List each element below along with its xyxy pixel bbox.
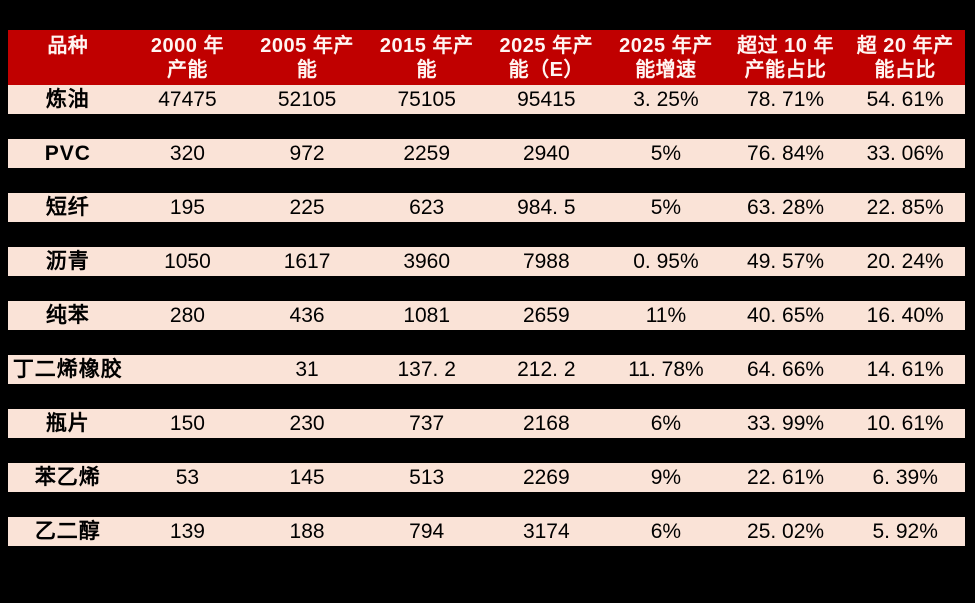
cell-2000: 1050 bbox=[164, 250, 211, 273]
cell-2000: 139 bbox=[169, 520, 205, 543]
header-cell-2000-capacity: 2000 年 产能 bbox=[150, 35, 224, 81]
cell-over20: 6. 39% bbox=[872, 466, 938, 489]
cell-2015: 2259 bbox=[403, 142, 451, 165]
cell-over20: 5. 92% bbox=[872, 520, 938, 543]
table-row-asphalt: 沥青 1050 1617 3960 7988 0. 95% 49. 57% 20… bbox=[8, 247, 965, 276]
table-body: 炼油 47475 52105 75105 95415 3. 25% 78. 71… bbox=[8, 85, 965, 546]
cell-over20: 16. 40% bbox=[866, 304, 944, 327]
cell-growth: 9% bbox=[650, 466, 682, 489]
cell-2015: 75105 bbox=[397, 88, 456, 111]
cell-2025: 3174 bbox=[522, 520, 570, 543]
cell-growth: 0. 95% bbox=[633, 250, 699, 273]
cell-2025: 984. 5 bbox=[517, 196, 576, 219]
cell-over10: 78. 71% bbox=[747, 88, 825, 111]
cell-2025: 2659 bbox=[522, 304, 570, 327]
row-label: PVC bbox=[44, 142, 91, 165]
cell-2005: 230 bbox=[289, 412, 325, 435]
table-row-benzene: 纯苯 280 436 1081 2659 11% 40. 65% 16. 40% bbox=[8, 301, 965, 330]
cell-2025: 2940 bbox=[522, 142, 570, 165]
cell-over10: 63. 28% bbox=[747, 196, 825, 219]
header-cell-2025-capacity: 2025 年产 能（E） bbox=[499, 35, 594, 81]
cell-growth: 5% bbox=[650, 196, 682, 219]
row-label: 短纤 bbox=[45, 196, 90, 219]
header-cell-over10-share: 超过 10 年 产能占比 bbox=[737, 35, 834, 81]
cell-over10: 22. 61% bbox=[747, 466, 825, 489]
cell-over20: 54. 61% bbox=[866, 88, 944, 111]
cell-2000: 320 bbox=[169, 142, 205, 165]
cell-2000: 280 bbox=[169, 304, 205, 327]
cell-2025: 2269 bbox=[522, 466, 570, 489]
header-cell-product: 品种 bbox=[47, 35, 89, 57]
cell-2005: 145 bbox=[289, 466, 325, 489]
cell-2005: 225 bbox=[289, 196, 325, 219]
cell-growth: 6% bbox=[650, 412, 682, 435]
table-header-row: 品种 2000 年 产能 2005 年产 能 2015 年产 能 2025 年产… bbox=[8, 30, 965, 85]
cell-growth: 3. 25% bbox=[633, 88, 699, 111]
cell-2005: 188 bbox=[289, 520, 325, 543]
cell-2015: 1081 bbox=[403, 304, 451, 327]
cell-2005: 436 bbox=[289, 304, 325, 327]
cell-2000: 150 bbox=[169, 412, 205, 435]
cell-2015: 3960 bbox=[403, 250, 451, 273]
cell-2025: 95415 bbox=[517, 88, 576, 111]
cell-over10: 40. 65% bbox=[747, 304, 825, 327]
table-row-butadiene-rubber: 丁二烯橡胶 31 137. 2 212. 2 11. 78% 64. 66% 1… bbox=[8, 355, 965, 384]
cell-2005: 972 bbox=[289, 142, 325, 165]
row-label: 纯苯 bbox=[45, 304, 90, 327]
cell-over20: 22. 85% bbox=[866, 196, 944, 219]
cell-2015: 513 bbox=[409, 466, 445, 489]
header-cell-2025-growth: 2025 年产 能增速 bbox=[619, 35, 713, 81]
cell-2000: 47475 bbox=[158, 88, 217, 111]
cell-over20: 33. 06% bbox=[866, 142, 944, 165]
cell-2005: 52105 bbox=[277, 88, 337, 111]
header-cell-over20-share: 超 20 年产 能占比 bbox=[856, 35, 954, 81]
cell-2025: 2168 bbox=[522, 412, 570, 435]
cell-growth: 5% bbox=[650, 142, 682, 165]
cell-2000: 53 bbox=[175, 466, 200, 489]
table-row-styrene: 苯乙烯 53 145 513 2269 9% 22. 61% 6. 39% bbox=[8, 463, 965, 492]
header-cell-2015-capacity: 2015 年产 能 bbox=[379, 35, 474, 81]
capacity-table: 品种 2000 年 产能 2005 年产 能 2015 年产 能 2025 年产… bbox=[8, 30, 965, 546]
table-row-bottle-chip: 瓶片 150 230 737 2168 6% 33. 99% 10. 61% bbox=[8, 409, 965, 438]
cell-over10: 76. 84% bbox=[747, 142, 825, 165]
cell-2015: 794 bbox=[409, 520, 445, 543]
cell-over10: 33. 99% bbox=[747, 412, 825, 435]
cell-2025: 7988 bbox=[522, 250, 570, 273]
cell-2000 bbox=[128, 355, 248, 384]
table-row-short-fiber: 短纤 195 225 623 984. 5 5% 63. 28% 22. 85% bbox=[8, 193, 965, 222]
row-label: 瓶片 bbox=[45, 412, 90, 435]
cell-growth: 6% bbox=[650, 520, 682, 543]
cell-2005: 1617 bbox=[283, 250, 331, 273]
cell-2000: 195 bbox=[169, 196, 205, 219]
cell-2015: 137. 2 bbox=[397, 358, 456, 381]
cell-2025: 212. 2 bbox=[517, 358, 576, 381]
row-label: 沥青 bbox=[45, 250, 90, 273]
cell-over20: 14. 61% bbox=[866, 358, 944, 381]
cell-over10: 25. 02% bbox=[747, 520, 825, 543]
table-row-refining: 炼油 47475 52105 75105 95415 3. 25% 78. 71… bbox=[8, 85, 965, 114]
cell-over20: 20. 24% bbox=[866, 250, 944, 273]
table-row-pvc: PVC 320 972 2259 2940 5% 76. 84% 33. 06% bbox=[8, 139, 965, 168]
cell-over10: 64. 66% bbox=[747, 358, 825, 381]
row-label: 丁二烯橡胶 bbox=[12, 358, 123, 381]
cell-2015: 737 bbox=[409, 412, 445, 435]
cell-growth: 11. 78% bbox=[628, 358, 704, 381]
cell-2005: 31 bbox=[295, 358, 319, 381]
cell-2015: 623 bbox=[409, 196, 445, 219]
header-cell-2005-capacity: 2005 年产 能 bbox=[260, 35, 354, 81]
cell-growth: 11% bbox=[645, 304, 687, 327]
cell-over20: 10. 61% bbox=[866, 412, 944, 435]
cell-over10: 49. 57% bbox=[747, 250, 825, 273]
row-label: 炼油 bbox=[45, 88, 90, 111]
table-row-ethylene-glycol: 乙二醇 139 188 794 3174 6% 25. 02% 5. 92% bbox=[8, 517, 965, 546]
row-label: 乙二醇 bbox=[34, 520, 101, 543]
row-label: 苯乙烯 bbox=[34, 466, 101, 489]
